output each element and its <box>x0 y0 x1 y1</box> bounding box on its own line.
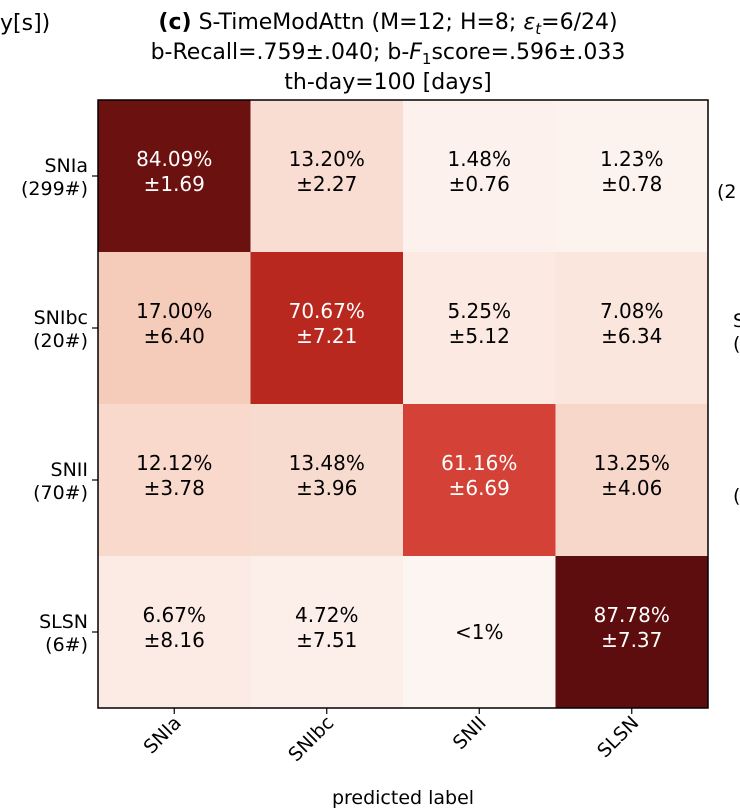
cell-percent-2-2: 61.16% <box>441 451 517 475</box>
y-tick-count-0: (299#) <box>21 178 88 200</box>
title-line-1: (c) S-TimeModAttn (M=12; H=8; εt=6/24) <box>158 10 617 38</box>
plot-frame <box>97 99 709 709</box>
x-tick-label-3: SLSN <box>593 712 643 762</box>
fragment-right-3: ( <box>733 485 740 507</box>
cell-error-1-3: ±6.34 <box>601 324 662 348</box>
cell-percent-3-1: 4.72% <box>295 603 359 627</box>
heatmap-cell-0-3 <box>555 100 709 253</box>
title-f: F <box>409 40 422 65</box>
cell-error-1-2: ±5.12 <box>449 324 510 348</box>
cell-percent-3-2: <1% <box>455 620 504 644</box>
heatmap-cell-0-0 <box>98 100 251 253</box>
cell-percent-2-0: 12.12% <box>136 451 212 475</box>
fragment-right-2b: ( <box>733 333 740 355</box>
title-line-3: th-day=100 [days] <box>284 70 492 95</box>
cell-percent-2-3: 13.25% <box>594 451 670 475</box>
x-axis: SNIa SNIbc SNII SLSN <box>139 708 643 766</box>
cell-error-3-3: ±7.37 <box>601 628 662 652</box>
cell-error-1-0: ±6.40 <box>144 324 205 348</box>
y-tick-label-1: SNIbc <box>34 307 88 329</box>
heatmap-cell-3-2 <box>403 556 556 709</box>
cell-percent-1-3: 7.08% <box>600 299 664 323</box>
cell-percent-0-2: 1.48% <box>447 147 511 171</box>
x-tick-label-2: SNII <box>449 712 491 754</box>
fragment-top-left: y[s]) <box>0 11 50 36</box>
x-tick-label-1: SNIbc <box>284 712 338 766</box>
chart-title: (c) S-TimeModAttn (M=12; H=8; εt=6/24) b… <box>151 10 626 95</box>
heatmap-cell-2-3 <box>555 404 709 557</box>
heatmap-cell-3-3 <box>555 556 709 709</box>
cell-percent-0-0: 84.09% <box>136 147 212 171</box>
cell-percent-2-1: 13.48% <box>289 451 365 475</box>
cell-percent-0-1: 13.20% <box>289 147 365 171</box>
heatmap-cell-1-2 <box>403 252 556 405</box>
y-tick-count-3: (6#) <box>45 634 88 656</box>
cell-percent-1-0: 17.00% <box>136 299 212 323</box>
title-recall: b-Recall=.759±.040; b- <box>151 40 410 65</box>
heatmap-cell-3-1 <box>250 556 404 709</box>
cell-percent-0-3: 1.23% <box>600 147 664 171</box>
cell-error-3-1: ±7.51 <box>296 628 357 652</box>
heatmap-cell-2-2 <box>403 404 556 557</box>
x-tick-label-0: SNIa <box>139 712 185 758</box>
cell-percent-3-3: 87.78% <box>594 603 670 627</box>
cell-percent-1-1: 70.67% <box>289 299 365 323</box>
cell-error-3-0: ±8.16 <box>144 628 205 652</box>
title-f1score: score=.596±.033 <box>431 40 625 65</box>
cell-error-2-0: ±3.78 <box>144 476 205 500</box>
cell-error-2-3: ±4.06 <box>601 476 662 500</box>
heatmap-cell-2-0 <box>98 404 251 557</box>
title-line-2: b-Recall=.759±.040; b-F1score=.596±.033 <box>151 40 626 68</box>
fragment-right-1: (2 <box>717 181 737 203</box>
heatmap-cell-3-0 <box>98 556 251 709</box>
cell-error-1-1: ±7.21 <box>296 324 357 348</box>
title-epsilon: ε <box>523 10 535 35</box>
title-panel-letter: (c) <box>158 10 191 35</box>
heatmap-cell-1-3 <box>555 252 709 405</box>
title-f-sub: 1 <box>422 50 432 68</box>
heatmap-cells <box>98 100 709 709</box>
y-axis: SNIa(299#) SNIbc(20#) SNII(70#) SLSN(6#) <box>21 155 98 656</box>
heatmap-cell-0-2 <box>403 100 556 253</box>
title-epsilon-value: =6/24) <box>541 10 617 35</box>
y-tick-count-2: (70#) <box>33 482 88 504</box>
title-epsilon-sub: t <box>535 20 542 38</box>
fragment-right-2a: S <box>733 310 740 332</box>
cell-error-0-2: ±0.76 <box>449 172 510 196</box>
cell-percent-3-0: 6.67% <box>142 603 206 627</box>
x-axis-label: predicted label <box>332 787 474 809</box>
cell-error-2-2: ±6.69 <box>449 476 510 500</box>
cell-error-0-3: ±0.78 <box>601 172 662 196</box>
cell-error-2-1: ±3.96 <box>296 476 357 500</box>
cell-percent-1-2: 5.25% <box>447 299 511 323</box>
y-tick-label-0: SNIa <box>44 155 88 177</box>
heatmap-cell-2-1 <box>250 404 404 557</box>
heatmap-cell-1-1 <box>250 252 404 405</box>
cell-error-0-0: ±1.69 <box>144 172 205 196</box>
title-model-name: S-TimeModAttn (M=12; H=8; <box>192 10 524 35</box>
y-tick-count-1: (20#) <box>33 330 88 352</box>
heatmap-cell-1-0 <box>98 252 251 405</box>
y-tick-label-2: SNII <box>51 459 88 481</box>
y-tick-label-3: SLSN <box>39 611 88 633</box>
heatmap-cell-labels: 84.09%±1.69 13.20%±2.27 1.48%±0.76 1.23%±0.… <box>136 147 670 652</box>
heatmap-cell-0-1 <box>250 100 404 253</box>
cell-error-0-1: ±2.27 <box>296 172 357 196</box>
